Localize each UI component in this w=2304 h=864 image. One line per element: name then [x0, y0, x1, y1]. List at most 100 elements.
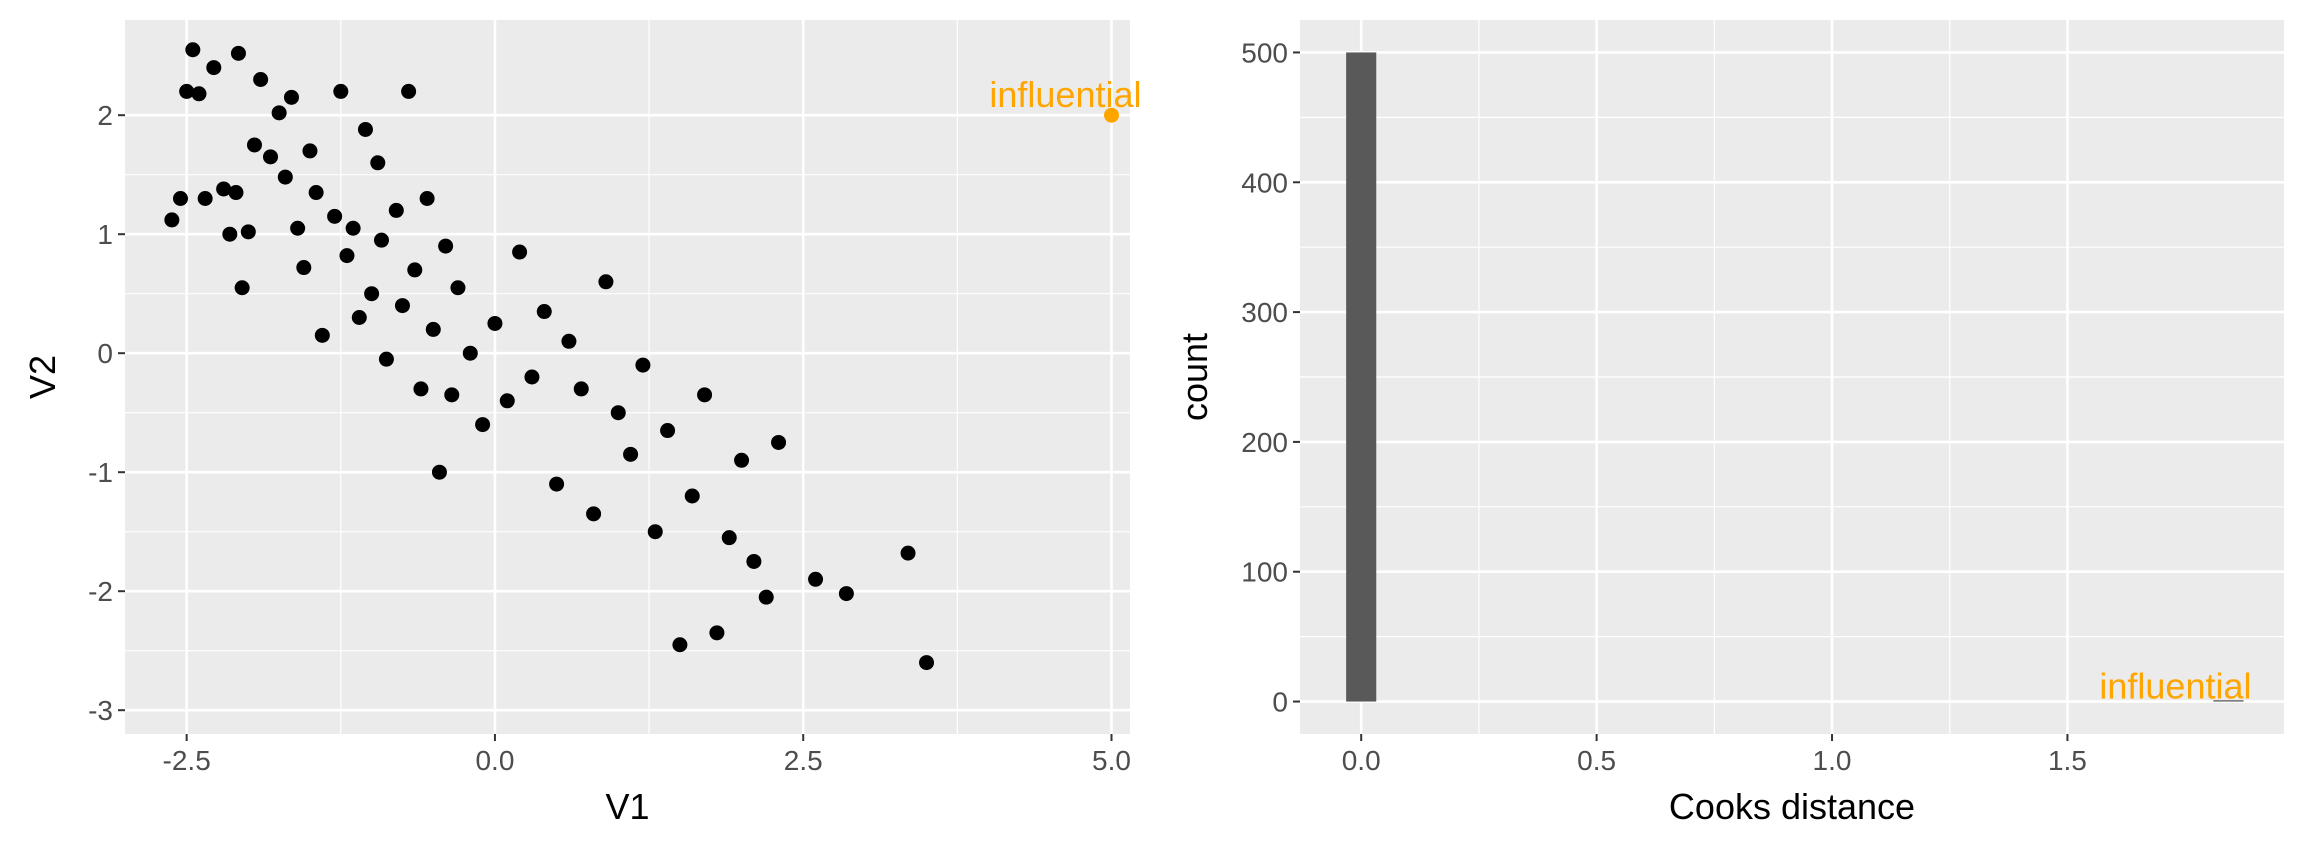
data-point	[425, 321, 441, 337]
data-point	[697, 387, 713, 403]
data-point	[296, 260, 312, 276]
plot-background	[125, 20, 1130, 734]
y-tick-label: 2	[97, 100, 113, 131]
data-point	[263, 149, 279, 165]
data-point	[370, 155, 386, 171]
data-point	[487, 315, 503, 331]
data-point	[419, 191, 435, 206]
y-axis-title: V2	[22, 355, 63, 399]
data-point	[475, 417, 491, 433]
x-tick-label: 0.5	[1577, 745, 1616, 776]
data-point	[240, 224, 256, 240]
data-point	[684, 488, 700, 504]
x-axis-title: Cooks distance	[1669, 786, 1915, 827]
data-point	[900, 545, 916, 561]
data-point	[308, 185, 324, 201]
y-tick-label: 0	[97, 338, 113, 369]
data-point	[206, 60, 222, 76]
data-point	[808, 571, 824, 587]
data-point	[598, 274, 614, 290]
y-tick-label: 400	[1241, 167, 1288, 198]
y-tick-label: 300	[1241, 297, 1288, 328]
data-point	[197, 191, 213, 206]
y-tick-label: -3	[88, 695, 113, 726]
data-point	[164, 212, 180, 228]
data-point	[549, 476, 565, 492]
data-point	[499, 393, 515, 409]
data-point	[450, 280, 466, 296]
histogram-bar	[1346, 52, 1377, 702]
data-point	[345, 220, 361, 236]
y-axis-title: count	[1174, 333, 1215, 421]
data-point	[573, 381, 589, 397]
data-point	[179, 83, 195, 99]
histogram-panel: 0.0 0.5 1.0 1.5 0 100 200 300 400 500 Cooks distan…	[1174, 20, 2284, 827]
data-point	[536, 304, 552, 320]
data-point	[512, 244, 528, 260]
data-point	[216, 181, 232, 197]
data-point	[401, 83, 417, 99]
data-point	[351, 310, 367, 325]
data-point	[364, 286, 380, 302]
histogram-bar	[2213, 700, 2244, 702]
data-point	[172, 191, 188, 206]
data-point	[431, 464, 447, 480]
data-point	[357, 121, 373, 137]
data-point	[444, 387, 460, 403]
data-point	[314, 327, 330, 343]
data-point	[672, 637, 688, 653]
scatter-panel: -2.5 0.0 2.5 5.0 -3 -2 -1 0 1 2 V1 V2 influential	[22, 20, 1142, 827]
data-point	[623, 446, 639, 462]
data-point	[438, 238, 454, 254]
y-tick-label: -1	[88, 457, 113, 488]
data-point	[283, 89, 299, 105]
x-tick-label: -2.5	[163, 745, 211, 776]
data-point	[222, 226, 238, 242]
data-point	[373, 232, 389, 248]
data-point	[290, 220, 306, 236]
data-point	[746, 553, 762, 569]
data-point	[378, 351, 394, 367]
data-point	[333, 83, 349, 99]
data-point	[230, 45, 246, 61]
data-point	[277, 169, 293, 185]
data-point	[413, 381, 429, 397]
x-tick-label: 5.0	[1092, 745, 1131, 776]
x-tick-label: 0.0	[475, 745, 514, 776]
y-tick-label: 200	[1241, 427, 1288, 458]
x-tick-label: 1.5	[2048, 745, 2087, 776]
data-point	[647, 524, 663, 540]
y-tick-label: 1	[97, 219, 113, 250]
data-point	[758, 589, 774, 605]
data-point	[709, 625, 725, 641]
data-point	[462, 345, 478, 361]
y-tick-label: 0	[1272, 687, 1288, 718]
data-point	[271, 105, 287, 121]
data-point	[407, 262, 423, 278]
x-tick-label: 2.5	[784, 745, 823, 776]
data-point	[388, 202, 404, 218]
y-tick-label: -2	[88, 576, 113, 607]
data-point	[771, 434, 787, 450]
data-point	[734, 452, 750, 468]
data-point	[838, 586, 854, 602]
data-point	[327, 208, 343, 224]
influential-point	[1104, 107, 1120, 123]
data-point	[253, 72, 269, 87]
data-point	[228, 185, 244, 201]
data-point	[635, 357, 651, 373]
data-point	[524, 369, 540, 385]
data-point	[185, 42, 201, 58]
data-point	[191, 86, 207, 102]
data-point	[394, 298, 410, 314]
data-point	[919, 655, 935, 671]
influential-label: influential	[2099, 666, 2251, 707]
data-point	[721, 530, 737, 546]
x-axis-title: V1	[605, 786, 649, 827]
data-point	[660, 423, 676, 439]
data-point	[302, 143, 318, 159]
y-tick-label: 500	[1241, 37, 1288, 68]
data-point	[339, 248, 355, 264]
data-point	[246, 137, 262, 153]
